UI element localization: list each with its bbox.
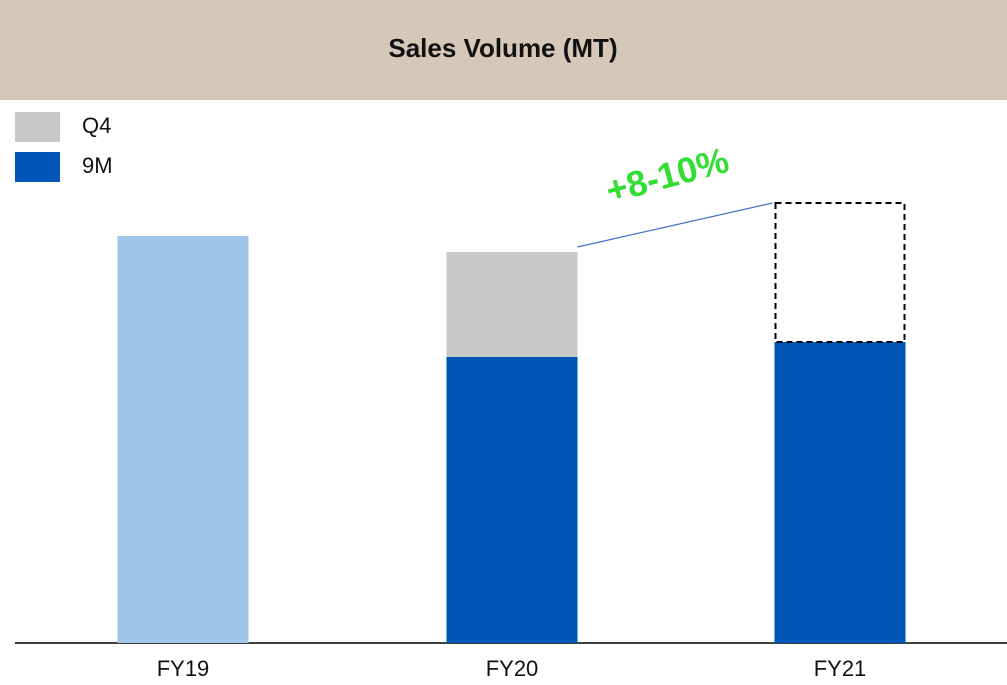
x-tick-label: FY20 (486, 656, 539, 681)
connector (577, 202, 773, 248)
legend-label: 9M (82, 153, 113, 178)
x-tick-label: FY21 (814, 656, 867, 681)
title-band (0, 0, 1007, 100)
legend-label: Q4 (82, 113, 111, 138)
bar-segment (774, 342, 906, 643)
x-tick-label: FY19 (157, 656, 210, 681)
bar (117, 236, 249, 643)
bar-segment (446, 252, 578, 357)
chart-title: Sales Volume (MT) (388, 33, 617, 63)
projected-segment (774, 202, 906, 343)
bar-segment (446, 357, 578, 643)
legend-swatch (15, 112, 60, 142)
annotation: +8-10% (602, 139, 733, 211)
legend-swatch (15, 152, 60, 182)
